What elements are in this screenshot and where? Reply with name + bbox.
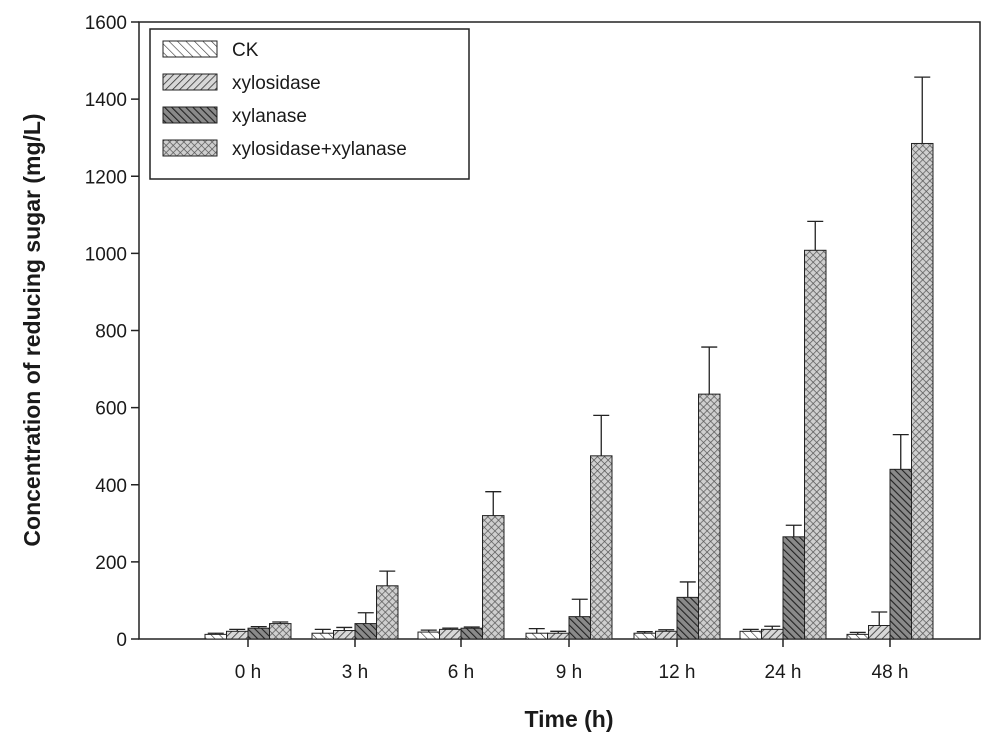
- bar-xylanase-6h: [460, 627, 483, 640]
- bar-xylanase-48h: [889, 468, 912, 640]
- bar-xylosidase-xylanase-48h: [911, 142, 934, 640]
- legend-label: xylanase: [232, 106, 307, 127]
- y-axis: 0 200 400 600 800 1000 1200 1400 1600: [85, 13, 139, 651]
- bar-xylosidase-xylanase-24h: [804, 249, 827, 640]
- bar-xylosidase-24h: [761, 628, 784, 640]
- bar-ck-9h: [525, 632, 548, 640]
- bar-xylanase-12h: [676, 596, 699, 640]
- x-axis: 0 h 3 h 6 h 9 h 12 h 24 h 48 h: [235, 639, 909, 683]
- bar-xylanase-0h: [247, 627, 270, 640]
- y-tick-label: 1600: [85, 13, 127, 34]
- legend-swatch: [162, 106, 218, 124]
- y-tick-label: 200: [95, 553, 127, 574]
- x-tick-label: 3 h: [342, 662, 368, 683]
- y-tick-label: 600: [95, 399, 127, 420]
- bar-xylosidase-xylanase-6h: [482, 515, 505, 640]
- bar-xylosidase-9h: [547, 632, 570, 640]
- bar-ck-3h: [311, 632, 334, 640]
- y-tick-label: 1200: [85, 167, 127, 188]
- bar-xylanase-24h: [782, 536, 805, 640]
- bar-xylosidase-0h: [226, 630, 249, 640]
- bar-xylosidase-xylanase-0h: [269, 623, 292, 640]
- bar-xylanase-9h: [568, 616, 591, 640]
- y-axis-title: Concentration of reducing sugar (mg/L): [19, 113, 45, 546]
- x-tick-label: 9 h: [556, 662, 582, 683]
- bar-ck-12h: [633, 632, 656, 640]
- x-axis-title: Time (h): [524, 706, 613, 732]
- bar-xylosidase-12h: [655, 630, 678, 640]
- bar-ck-48h: [846, 633, 869, 640]
- legend-swatch: [162, 139, 218, 157]
- bar-series-group: [204, 76, 934, 640]
- bar-xylosidase-6h: [439, 628, 462, 640]
- bar-xylosidase-xylanase-9h: [590, 455, 613, 640]
- y-tick-label: 800: [95, 322, 127, 343]
- legend: CK xylosidase xylanase xylosidase+xylanase: [149, 28, 470, 180]
- legend-swatch: [162, 73, 218, 91]
- bar-xylosidase-48h: [868, 625, 891, 640]
- bar-xylanase-3h: [354, 623, 377, 640]
- legend-label: xylosidase: [232, 73, 321, 94]
- x-tick-label: 0 h: [235, 662, 261, 683]
- bar-xylosidase-xylanase-12h: [698, 393, 721, 640]
- x-tick-label: 6 h: [448, 662, 474, 683]
- y-tick-label: 400: [95, 476, 127, 497]
- x-tick-label: 24 h: [765, 662, 802, 683]
- bar-xylosidase-xylanase-3h: [376, 585, 399, 640]
- y-tick-label: 1400: [85, 90, 127, 111]
- legend-label: xylosidase+xylanase: [232, 139, 407, 160]
- bar-xylosidase-3h: [333, 630, 356, 640]
- x-tick-label: 48 h: [872, 662, 909, 683]
- x-tick-label: 12 h: [659, 662, 696, 683]
- y-tick-label: 0: [116, 630, 127, 651]
- bar-ck-24h: [739, 630, 762, 640]
- y-tick-label: 1000: [85, 244, 127, 265]
- bar-ck-0h: [204, 633, 227, 640]
- bar-ck-6h: [417, 631, 440, 640]
- legend-swatch: [162, 40, 218, 58]
- legend-label: CK: [232, 40, 259, 61]
